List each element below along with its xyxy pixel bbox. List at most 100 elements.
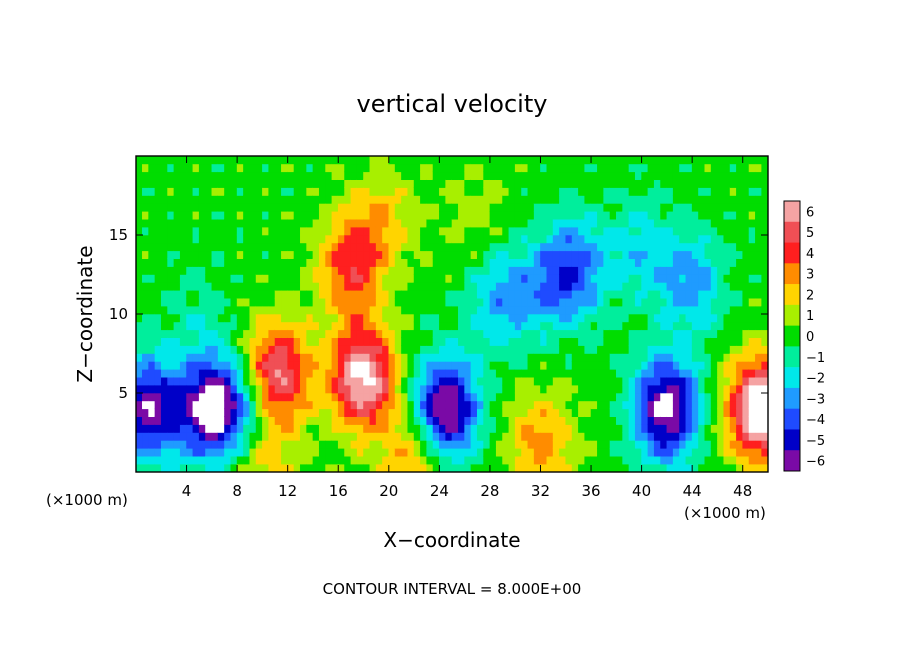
heatmap-cell <box>148 361 156 370</box>
heatmap-cell <box>527 155 535 165</box>
heatmap-cell <box>224 242 232 252</box>
heatmap-cell <box>325 211 333 220</box>
heatmap-cell <box>723 226 731 236</box>
heatmap-cell <box>641 171 649 180</box>
heatmap-cell <box>451 408 459 417</box>
heatmap-cell <box>609 369 617 378</box>
x-unit-left: (×1000 m) <box>46 491 128 509</box>
heatmap-cell <box>167 408 175 417</box>
heatmap-cell <box>698 408 706 417</box>
heatmap-cell <box>262 448 270 457</box>
heatmap-cell <box>135 163 143 173</box>
heatmap-cell <box>571 329 579 338</box>
heatmap-cell <box>420 290 428 299</box>
heatmap-cell <box>679 195 687 204</box>
heatmap-cell <box>470 226 478 236</box>
heatmap-cell <box>502 384 510 394</box>
heatmap-cell <box>363 440 371 449</box>
heatmap-cell <box>710 234 718 244</box>
heatmap-cell <box>337 290 345 299</box>
heatmap-cell <box>603 369 611 378</box>
heatmap-cell <box>439 282 446 291</box>
heatmap-cell <box>559 242 567 252</box>
heatmap-cell <box>691 424 699 433</box>
heatmap-cell <box>217 313 225 323</box>
heatmap-cell <box>325 218 333 228</box>
heatmap-cell <box>761 392 769 402</box>
heatmap-cell <box>394 376 402 386</box>
heatmap-cell <box>293 274 301 283</box>
heatmap-cell <box>672 369 680 378</box>
heatmap-cell <box>350 329 358 338</box>
heatmap-cell <box>723 211 731 220</box>
heatmap-cell <box>154 163 162 173</box>
heatmap-cell <box>729 353 737 362</box>
heatmap-cell <box>249 297 257 307</box>
heatmap-cell <box>192 376 200 386</box>
heatmap-cell <box>521 163 529 173</box>
heatmap-cell <box>249 290 257 299</box>
heatmap-cell <box>211 345 219 354</box>
heatmap-cell <box>571 242 579 252</box>
heatmap-cell <box>603 297 611 307</box>
heatmap-cell <box>742 179 750 188</box>
heatmap-cell <box>224 440 232 449</box>
heatmap-cell <box>660 203 668 212</box>
heatmap-cell <box>325 226 333 236</box>
heatmap-cell <box>514 376 522 386</box>
heatmap-cell <box>135 369 143 378</box>
heatmap-cell <box>584 163 592 173</box>
heatmap-cell <box>540 361 548 370</box>
heatmap-cell <box>356 369 364 378</box>
heatmap-cell <box>748 432 756 441</box>
heatmap-cell <box>160 313 168 323</box>
heatmap-cell <box>521 297 529 307</box>
heatmap-cell <box>205 258 213 267</box>
heatmap-cell <box>401 211 409 220</box>
heatmap-cell <box>590 297 598 307</box>
heatmap-cell <box>287 463 295 473</box>
heatmap-cell <box>761 424 769 433</box>
heatmap-cell <box>375 282 383 291</box>
heatmap-cell <box>318 424 326 433</box>
heatmap-cell <box>634 195 642 204</box>
heatmap-cell <box>401 361 409 370</box>
heatmap-cell <box>281 250 288 259</box>
heatmap-cell <box>698 424 706 433</box>
heatmap-cell <box>388 416 396 425</box>
heatmap-cell <box>407 242 415 252</box>
heatmap-cell <box>704 187 712 196</box>
heatmap-cell <box>186 211 194 220</box>
heatmap-cell <box>641 376 649 386</box>
heatmap-cell <box>761 455 769 465</box>
heatmap-cell <box>464 242 472 252</box>
heatmap-cell <box>401 329 409 338</box>
heatmap-cell <box>135 416 143 425</box>
heatmap-cell <box>135 187 143 196</box>
heatmap-cell <box>432 242 440 252</box>
heatmap-cell <box>344 179 352 188</box>
heatmap-cell <box>590 226 598 236</box>
heatmap-cell <box>458 282 465 291</box>
heatmap-cell <box>742 400 750 410</box>
heatmap-cell <box>685 448 693 457</box>
heatmap-cell <box>679 282 687 291</box>
heatmap-cell <box>413 353 421 362</box>
heatmap-cell <box>761 203 769 212</box>
heatmap-cell <box>293 290 301 299</box>
heatmap-cell <box>495 337 503 346</box>
heatmap-cell <box>268 321 276 331</box>
heatmap-cell <box>755 266 762 275</box>
heatmap-cell <box>628 155 636 165</box>
heatmap-cell <box>382 266 390 275</box>
heatmap-cell <box>249 163 257 173</box>
heatmap-cell <box>337 211 345 220</box>
heatmap-cell <box>590 218 598 228</box>
heatmap-cell <box>508 250 516 259</box>
heatmap-cell <box>578 226 586 236</box>
heatmap-cell <box>217 163 225 173</box>
heatmap-cell <box>293 424 301 433</box>
heatmap-cell <box>211 203 219 212</box>
heatmap-cell <box>205 329 213 338</box>
heatmap-cell <box>616 448 623 457</box>
